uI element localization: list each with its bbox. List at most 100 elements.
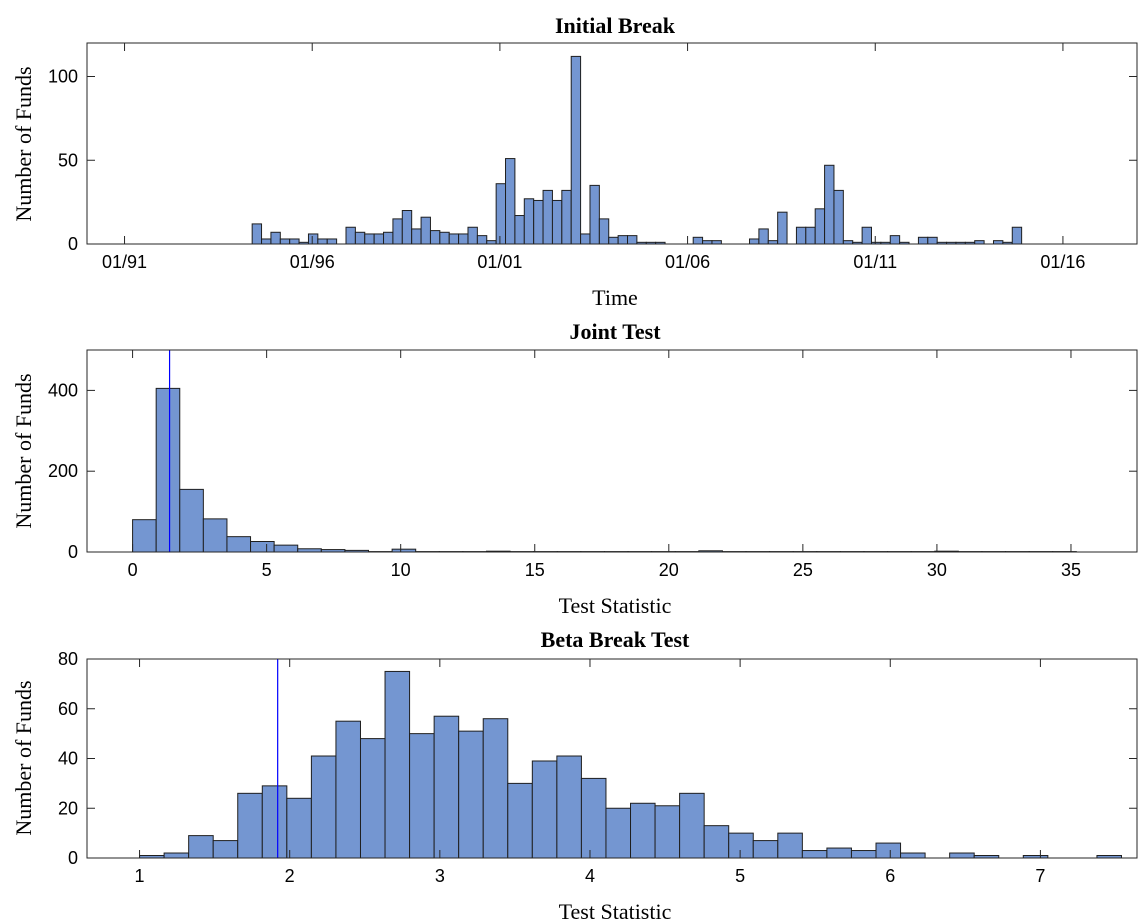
initial-break-bar (795, 226, 807, 245)
joint-test-x-tick-label: 10 (391, 560, 411, 580)
beta-break-y-tick-label: 0 (68, 848, 78, 868)
beta-break-panel: Beta Break Test Test Statistic Number of… (11, 627, 1138, 923)
beta-break-bar (482, 718, 509, 859)
joint-test-axes-frame (86, 349, 1138, 553)
initial-break-x-tick-label: 01/06 (665, 252, 710, 272)
initial-break-bar (523, 198, 535, 245)
joint-test-x-tick-label: 30 (927, 560, 947, 580)
joint-test-bar (179, 488, 204, 553)
joint-test-bar (250, 541, 275, 553)
initial-break-bar (814, 208, 826, 245)
initial-break-bar (889, 235, 901, 245)
initial-break-bar (861, 226, 872, 245)
initial-break-bar (974, 240, 985, 245)
initial-break-bar (824, 164, 835, 245)
initial-break-bar (486, 240, 497, 245)
beta-break-bar (900, 852, 926, 859)
beta-break-bar (801, 850, 828, 859)
beta-break-bar (433, 715, 460, 859)
beta-break-bar (728, 832, 754, 859)
beta-break-bar (310, 755, 337, 859)
beta-break-bar (212, 840, 239, 859)
initial-break-bar (345, 226, 356, 245)
beta-break-bar (531, 760, 558, 859)
joint-test-x-tick-label: 20 (659, 560, 679, 580)
initial-break-bar (261, 238, 272, 245)
initial-break-bar (251, 223, 263, 245)
initial-break-bar (805, 226, 816, 245)
initial-break-bar (927, 236, 938, 245)
initial-break-bar (354, 231, 366, 245)
initial-break-bar (608, 236, 619, 245)
beta-break-bar (654, 805, 681, 859)
beta-break-y-tick-label: 40 (58, 749, 78, 769)
initial-break-bar (373, 233, 385, 245)
beta-break-bar (850, 850, 877, 859)
beta-break-bar (826, 847, 852, 859)
initial-break-bar (270, 231, 281, 245)
beta-break-bar (556, 755, 582, 859)
initial-break-bar (542, 189, 553, 245)
initial-break-x-tick-label: 01/01 (477, 252, 522, 272)
initial-break-bar (561, 189, 572, 245)
joint-test-bar (202, 518, 228, 553)
beta-break-y-tick-label: 20 (58, 798, 78, 818)
beta-break-bar (286, 797, 312, 859)
joint-test-bar (155, 387, 181, 553)
initial-break-bar (627, 235, 638, 245)
initial-break-y-tick-label: 50 (58, 150, 78, 170)
beta-break-x-tick-label: 5 (735, 866, 745, 886)
initial-break-bar (551, 199, 563, 245)
initial-break-bar (570, 55, 582, 245)
joint-test-panel: Joint Test Test Statistic Number of Fund… (11, 319, 1138, 618)
initial-break-bar (992, 240, 1004, 245)
initial-break-bar (533, 199, 544, 245)
initial-break-bar (692, 236, 704, 245)
beta-break-bar (949, 852, 975, 859)
initial-break-bar (383, 231, 394, 245)
initial-break-bar (401, 210, 413, 245)
initial-break-bar (458, 233, 469, 245)
initial-break-bar (598, 218, 610, 245)
initial-break-bar (307, 233, 319, 245)
initial-break-bar (1011, 226, 1023, 245)
initial-break-bar (411, 228, 422, 245)
beta-break-bar (237, 792, 263, 859)
beta-break-x-tick-label: 1 (135, 866, 145, 886)
beta-break-x-tick-label: 3 (435, 866, 445, 886)
initial-break-bar (589, 184, 600, 245)
joint-test-title: Joint Test (569, 319, 661, 344)
initial-break-title: Initial Break (555, 13, 676, 38)
joint-test-ylabel: Number of Funds (11, 373, 36, 528)
initial-break-bar (711, 240, 722, 245)
beta-break-bar (605, 807, 632, 859)
beta-break-bar (359, 738, 386, 859)
beta-break-bar (679, 792, 705, 859)
beta-break-bar (580, 777, 607, 859)
joint-test-x-tick-label: 25 (793, 560, 813, 580)
joint-test-y-tick-label: 200 (48, 461, 78, 481)
initial-break-bar (842, 240, 854, 245)
initial-break-x-tick-label: 01/16 (1040, 252, 1085, 272)
joint-test-x-tick-label: 0 (128, 560, 138, 580)
initial-break-bar (279, 238, 291, 245)
joint-test-bar (132, 519, 157, 553)
initial-break-bar (514, 215, 525, 245)
initial-break-bar (392, 218, 403, 245)
initial-break-y-tick-label: 0 (68, 234, 78, 254)
initial-break-bar (448, 233, 460, 245)
beta-break-ylabel: Number of Funds (11, 680, 36, 835)
beta-break-y-tick-label: 80 (58, 649, 78, 669)
initial-break-bar (702, 240, 713, 245)
beta-break-bar (384, 670, 411, 859)
beta-break-bar (261, 785, 288, 859)
initial-break-bar (833, 189, 844, 245)
joint-test-y-tick-label: 0 (68, 542, 78, 562)
beta-break-x-tick-label: 6 (885, 866, 895, 886)
beta-break-bar (335, 720, 361, 859)
initial-break-bar (476, 235, 488, 245)
initial-break-bar (917, 236, 929, 245)
beta-break-bar (703, 825, 730, 859)
initial-break-bar (749, 238, 760, 245)
